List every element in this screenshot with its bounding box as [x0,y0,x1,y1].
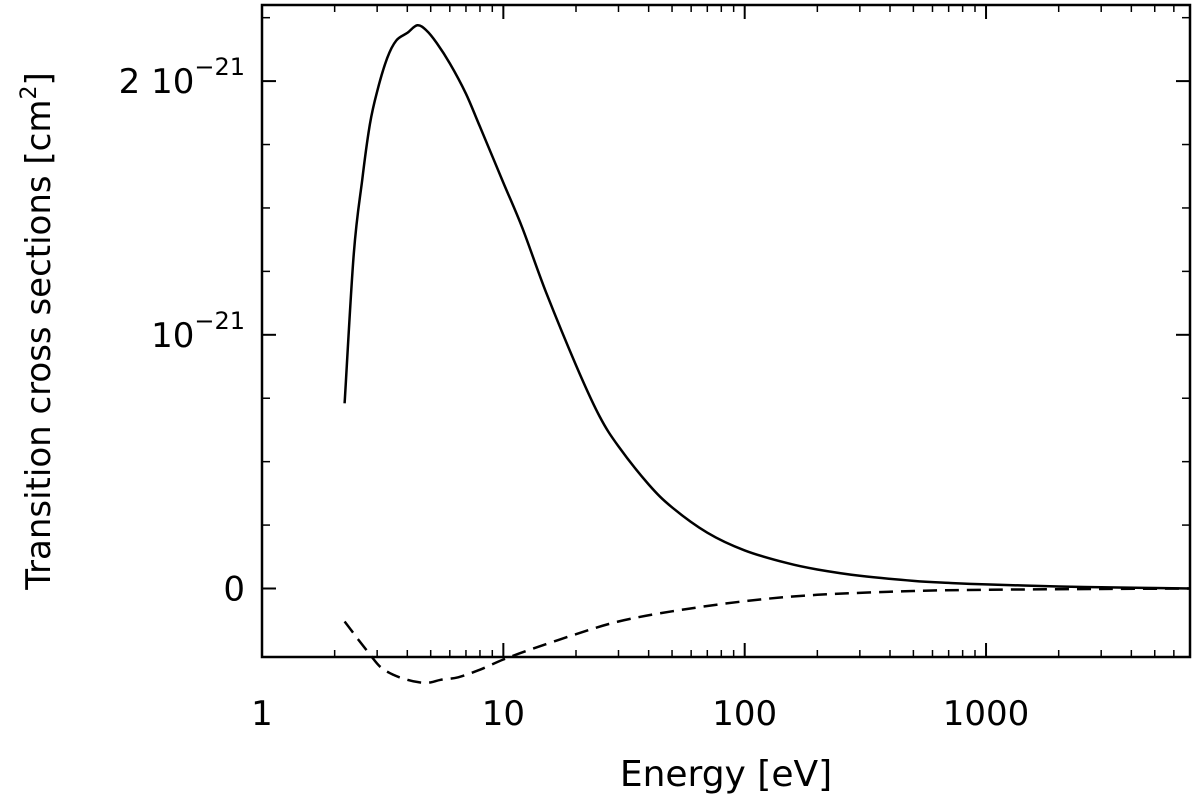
y-tick-label-exponent-1: −21 [194,307,245,335]
y-tick-label-base-2: 10 [151,62,194,102]
y-axis-label-unit-exponent: 2 [17,86,42,100]
y-axis-label: Transition cross sections [cm2] [17,72,59,591]
series-layer [343,24,1191,684]
y-tick-label-prefix-2: 2 [119,62,151,102]
solid-series-line [343,24,1191,590]
y-tick-label-exponent-2: −21 [194,53,245,81]
y-axis-label-text: Transition cross sections [cm [19,100,59,591]
x-tick-label-1: 10 [482,694,525,734]
x-tick-label-2: 100 [712,694,777,734]
y-tick-label-2: 2 10−21 [119,53,245,102]
y-tick-label-base-1: 10 [151,316,194,356]
x-tick-label-0: 1 [251,694,273,734]
y-tick-label-0: 0 [223,570,245,610]
plot-frame [260,3,1192,659]
dashed-series-line [343,587,1191,684]
x-tick-label-3: 1000 [943,694,1030,734]
x-axis-label: Energy [eV] [620,754,832,795]
y-tick-label-1: 10−21 [151,307,245,356]
y-axis-label-close: ] [19,72,59,85]
y-tick-label-base-0: 0 [223,570,245,610]
